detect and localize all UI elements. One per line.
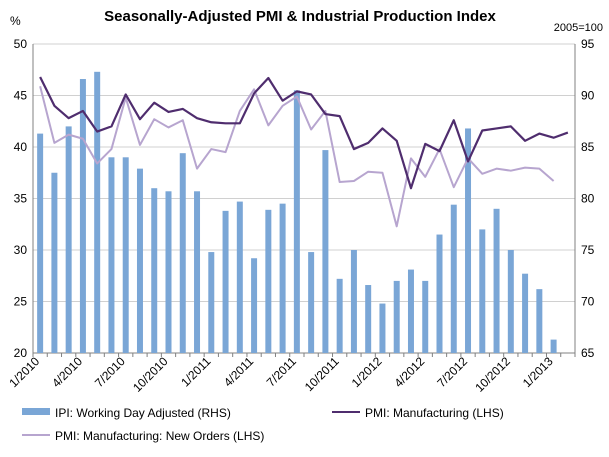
ipi-bar (350, 250, 357, 353)
ipi-bar (536, 289, 543, 353)
x-tick-label: 7/2010 (92, 354, 128, 390)
x-tick-label: 7/2011 (264, 354, 299, 389)
ipi-bar (336, 278, 343, 353)
left-tick-label: 25 (14, 295, 28, 309)
ipi-bar (179, 153, 186, 353)
ipi-bar (222, 210, 229, 353)
legend-new-orders-label: PMI: Manufacturing: New Orders (LHS) (55, 429, 264, 443)
ipi-bar (79, 79, 86, 354)
ipi-bar (365, 285, 372, 353)
left-tick-label: 30 (14, 243, 28, 257)
x-tick-label: 4/2012 (392, 354, 428, 390)
right-tick-label: 80 (581, 192, 595, 206)
x-tick-label: 1/2013 (520, 354, 556, 390)
legend-ipi-label: IPI: Working Day Adjusted (RHS) (55, 406, 231, 420)
right-tick-label: 65 (581, 346, 595, 360)
ipi-bar (479, 229, 486, 353)
left-tick-label: 35 (14, 192, 28, 206)
right-axis-unit: 2005=100 (554, 22, 603, 34)
ipi-bar (436, 234, 443, 353)
right-tick-label: 95 (581, 37, 595, 51)
x-tick-label: 10/2011 (302, 354, 342, 394)
ipi-bar (208, 252, 215, 353)
ipi-bar (251, 258, 258, 353)
ipi-bar (308, 252, 315, 353)
ipi-bar (65, 126, 72, 354)
ipi-bar (422, 280, 429, 353)
ipi-bar (393, 280, 400, 353)
right-tick-label: 90 (581, 89, 595, 103)
ipi-bar (122, 157, 129, 353)
left-tick-label: 20 (14, 346, 28, 360)
ipi-bar (465, 128, 472, 353)
ipi-bar (522, 273, 529, 353)
x-tick-label: 10/2010 (130, 354, 171, 395)
x-tick-label: 4/2010 (49, 354, 85, 390)
chart-title: Seasonally-Adjusted PMI & Industrial Pro… (104, 8, 496, 25)
pmi-manufacturing-line (39, 76, 569, 190)
x-tick-label: 10/2012 (472, 354, 513, 395)
x-tick-label: 4/2011 (221, 354, 256, 389)
ipi-bar (322, 150, 329, 353)
legend-ipi-swatch (22, 408, 50, 415)
ipi-bar (194, 191, 201, 353)
ipi-bar (94, 71, 101, 353)
x-tick-label: 1/2011 (178, 354, 213, 389)
ipi-bar (279, 203, 286, 353)
ipi-bar (293, 90, 300, 353)
ipi-bar (407, 269, 414, 353)
ipi-bar (450, 204, 457, 353)
ipi-bar (51, 172, 58, 353)
x-tick-label: 1/2012 (349, 354, 385, 390)
ipi-bar (37, 133, 44, 353)
ipi-bar (236, 201, 243, 353)
left-tick-label: 40 (14, 140, 28, 154)
legend-pmi-label: PMI: Manufacturing (LHS) (365, 406, 504, 420)
left-tick-label: 50 (14, 37, 28, 51)
left-axis-unit: % (10, 14, 21, 28)
left-tick-label: 45 (14, 89, 28, 103)
ipi-bar (507, 250, 514, 353)
ipi-bar (493, 208, 500, 353)
ipi-bar (165, 191, 172, 353)
right-tick-label: 70 (581, 295, 595, 309)
legend: IPI: Working Day Adjusted (RHS) PMI: Manu… (22, 406, 504, 443)
ipi-bar (550, 339, 557, 353)
ipi-bar (151, 188, 158, 353)
ipi-bar (108, 157, 115, 353)
ipi-bar (136, 168, 143, 353)
ipi-bar (265, 209, 272, 353)
ipi-bar (379, 303, 386, 353)
right-tick-label: 75 (581, 243, 595, 257)
right-tick-label: 85 (581, 140, 595, 154)
x-tick-label: 7/2012 (434, 354, 470, 390)
